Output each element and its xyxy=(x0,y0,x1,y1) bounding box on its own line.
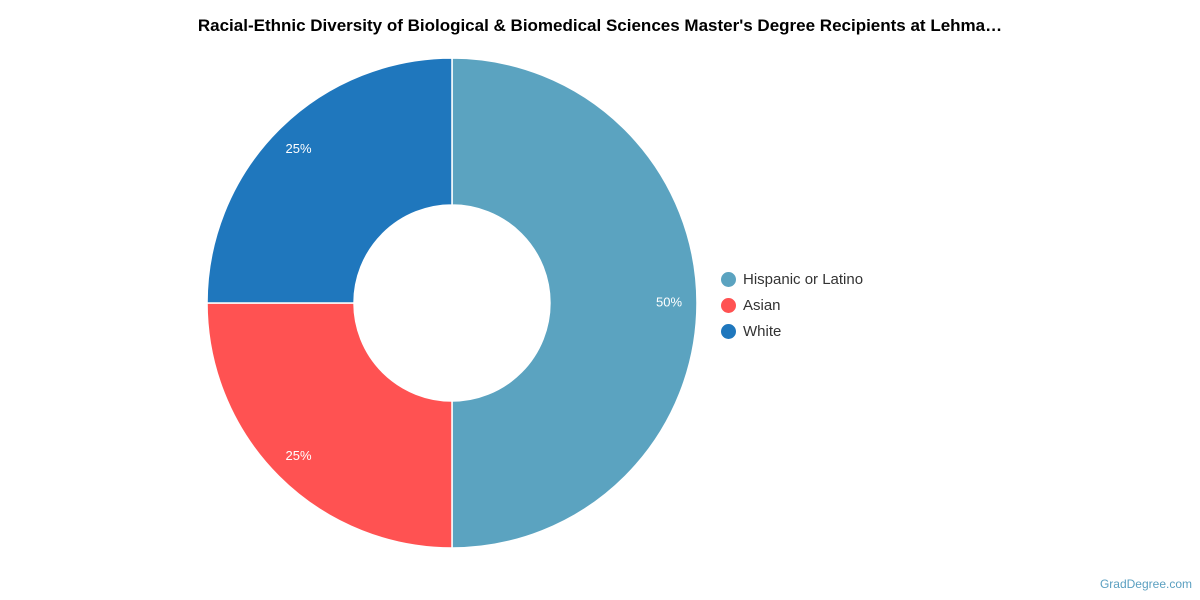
chart-title: Racial-Ethnic Diversity of Biological & … xyxy=(197,16,1003,35)
legend-item[interactable]: Hispanic or Latino xyxy=(721,266,863,292)
slice-value-label: 25% xyxy=(286,141,312,156)
slice-value-label: 50% xyxy=(656,294,682,309)
legend-swatch-icon xyxy=(721,323,736,339)
legend-item[interactable]: Asian xyxy=(721,292,863,318)
slice-value-label: 25% xyxy=(286,448,312,463)
legend-swatch-icon xyxy=(721,271,736,287)
legend-label: Hispanic or Latino xyxy=(743,270,864,288)
legend-swatch-icon xyxy=(721,297,736,313)
legend-item[interactable]: White xyxy=(721,318,863,344)
legend: Hispanic or Latino Asian White xyxy=(721,266,863,344)
legend-label: White xyxy=(743,322,782,340)
slice-asian[interactable] xyxy=(206,302,453,549)
legend-label: Asian xyxy=(743,296,781,314)
slice-white[interactable] xyxy=(206,57,453,304)
slice-hispanic-or-latino[interactable] xyxy=(451,57,698,549)
watermark-link[interactable]: GradDegree.com xyxy=(1099,577,1192,591)
